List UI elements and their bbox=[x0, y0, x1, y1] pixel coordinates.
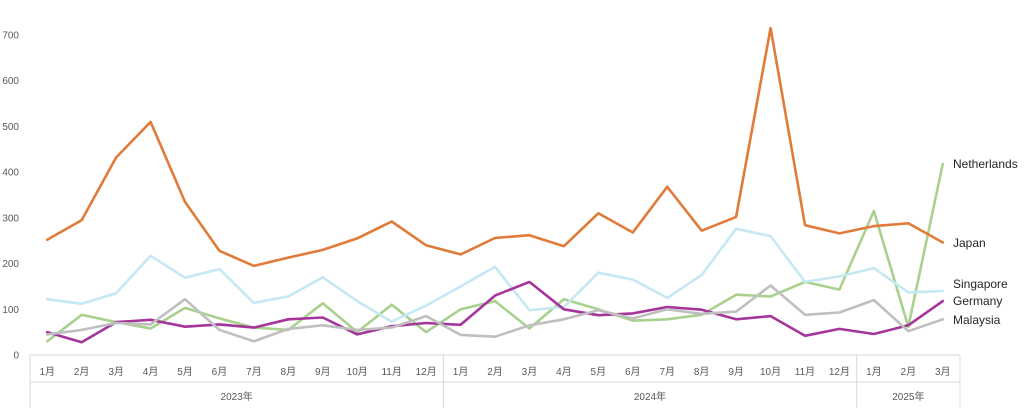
y-tick-label: 600 bbox=[2, 76, 19, 87]
x-tick-label: 1月 bbox=[453, 366, 469, 378]
series-line-germany bbox=[45, 280, 945, 344]
x-tick-label: 9月 bbox=[315, 366, 331, 378]
x-tick-label: 2月 bbox=[74, 366, 90, 378]
x-tick-label: 4月 bbox=[556, 366, 572, 378]
x-tick-label: 2月 bbox=[487, 366, 503, 378]
x-tick-label: 11月 bbox=[795, 366, 815, 378]
x-axis bbox=[29, 354, 961, 408]
y-tick-label: 0 bbox=[13, 351, 19, 362]
x-tick-label: 3月 bbox=[935, 366, 951, 378]
y-tick-label: 500 bbox=[2, 122, 19, 133]
legend-label-singapore: Singapore bbox=[953, 277, 1008, 291]
x-tick-label: 8月 bbox=[281, 366, 297, 378]
y-tick-label: 200 bbox=[2, 259, 19, 270]
x-tick-label: 3月 bbox=[522, 366, 538, 378]
year-group-label: 2023年 bbox=[221, 390, 253, 403]
x-tick-label: 5月 bbox=[591, 366, 607, 378]
x-tick-label: 3月 bbox=[108, 366, 124, 378]
y-tick-label: 400 bbox=[2, 168, 19, 179]
y-axis-ticks: 0 100 200 300 400 500 600 700 bbox=[2, 31, 19, 362]
y-tick-label: 700 bbox=[2, 31, 19, 42]
series-line-singapore bbox=[45, 227, 945, 323]
year-group-label: 2024年 bbox=[634, 390, 666, 403]
x-tick-label: 6月 bbox=[212, 366, 228, 378]
series-line-malaysia bbox=[45, 284, 945, 343]
x-tick-label: 10月 bbox=[347, 366, 368, 378]
x-tick-label: 12月 bbox=[416, 366, 437, 378]
y-tick-label: 300 bbox=[2, 213, 19, 224]
series-lines bbox=[45, 26, 945, 344]
x-tick-label: 4月 bbox=[143, 366, 159, 378]
series-line-japan bbox=[45, 26, 945, 268]
x-tick-label: 6月 bbox=[625, 366, 641, 378]
legend-label-germany: Germany bbox=[953, 294, 1002, 308]
x-tick-label: 7月 bbox=[246, 366, 262, 378]
x-axis-month-labels: 1月 2月 3月 4月 5月 6月 7月 8月 9月 10月 11月 12月 1月 2月 3月 4月 5月 6月 7… bbox=[39, 366, 950, 378]
legend-label-japan: Japan bbox=[953, 236, 986, 250]
series-end-labels: Netherlands Japan Singapore Germany Malaysia bbox=[953, 157, 1018, 327]
x-tick-label: 7月 bbox=[659, 366, 675, 378]
x-axis-year-labels: 2023年 2024年 2025年 bbox=[221, 390, 925, 403]
x-tick-label: 5月 bbox=[177, 366, 193, 378]
x-tick-label: 11月 bbox=[381, 366, 401, 378]
x-tick-label: 1月 bbox=[866, 366, 882, 378]
year-group-label: 2025年 bbox=[892, 390, 924, 403]
legend-label-netherlands: Netherlands bbox=[953, 157, 1018, 171]
x-tick-label: 2月 bbox=[901, 366, 917, 378]
x-tick-label: 1月 bbox=[39, 366, 55, 378]
series-line-netherlands bbox=[45, 162, 945, 343]
x-tick-label: 8月 bbox=[694, 366, 710, 378]
legend-label-malaysia: Malaysia bbox=[953, 313, 1001, 327]
x-tick-label: 12月 bbox=[829, 366, 850, 378]
x-tick-label: 10月 bbox=[760, 366, 781, 378]
x-tick-label: 9月 bbox=[728, 366, 744, 378]
y-tick-label: 100 bbox=[2, 305, 19, 316]
